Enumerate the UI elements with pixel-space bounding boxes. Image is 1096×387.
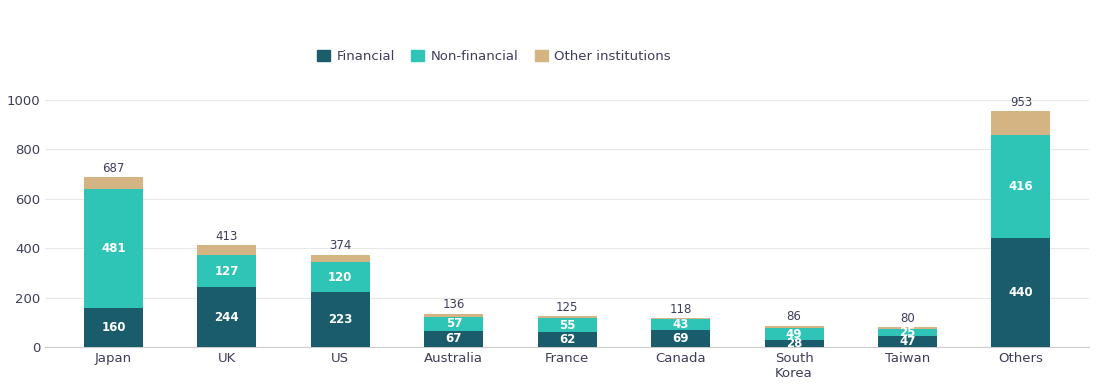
Bar: [992, 111, 1050, 135]
Text: 223: 223: [328, 313, 353, 326]
Text: 57: 57: [446, 317, 463, 330]
Text: 413: 413: [216, 229, 238, 243]
Bar: [197, 287, 256, 347]
Bar: [992, 135, 1050, 238]
Text: 28: 28: [786, 337, 802, 350]
Text: 62: 62: [559, 333, 575, 346]
Text: 374: 374: [329, 239, 352, 252]
Text: 80: 80: [900, 312, 915, 325]
Bar: [197, 245, 256, 255]
Text: 481: 481: [101, 241, 126, 255]
Text: 416: 416: [1008, 180, 1034, 194]
Bar: [424, 330, 483, 347]
Bar: [538, 332, 596, 347]
Bar: [424, 313, 483, 317]
Bar: [311, 292, 369, 347]
Text: 687: 687: [102, 162, 125, 175]
Text: 49: 49: [786, 328, 802, 341]
Text: 47: 47: [900, 335, 916, 348]
Bar: [765, 328, 823, 340]
Text: 43: 43: [673, 318, 689, 331]
Text: 160: 160: [101, 321, 126, 334]
Text: 86: 86: [787, 310, 801, 324]
Bar: [197, 255, 256, 287]
Bar: [878, 336, 937, 347]
Text: 953: 953: [1009, 96, 1032, 109]
Text: 440: 440: [1008, 286, 1034, 299]
Bar: [992, 238, 1050, 347]
Bar: [878, 329, 937, 336]
Bar: [538, 318, 596, 332]
Bar: [651, 320, 710, 330]
Text: 244: 244: [215, 310, 239, 324]
Text: 55: 55: [559, 319, 575, 332]
Bar: [311, 262, 369, 292]
Bar: [765, 340, 823, 347]
Text: 67: 67: [446, 332, 463, 346]
Text: 125: 125: [556, 301, 579, 314]
Bar: [651, 330, 710, 347]
Text: 25: 25: [900, 326, 916, 339]
Legend: Financial, Non-financial, Other institutions: Financial, Non-financial, Other institut…: [312, 45, 676, 68]
Text: 120: 120: [328, 271, 353, 284]
Text: 136: 136: [443, 298, 465, 311]
Text: 69: 69: [673, 332, 689, 345]
Bar: [878, 327, 937, 329]
Bar: [765, 326, 823, 328]
Text: 118: 118: [670, 303, 692, 315]
Bar: [311, 255, 369, 262]
Bar: [84, 308, 142, 347]
Bar: [651, 318, 710, 320]
Bar: [424, 317, 483, 330]
Bar: [84, 188, 142, 308]
Text: 127: 127: [215, 265, 239, 277]
Bar: [84, 177, 142, 188]
Bar: [538, 316, 596, 318]
